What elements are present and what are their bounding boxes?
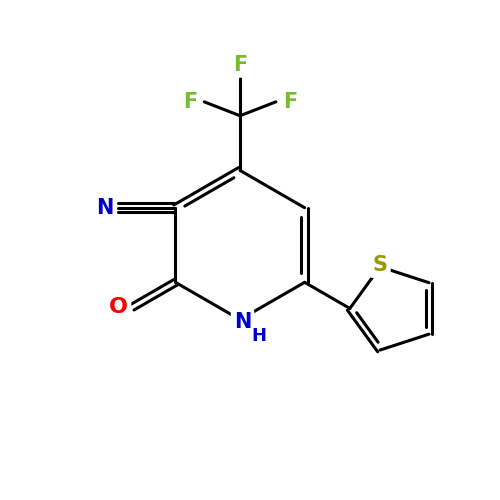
Text: H: H <box>252 326 266 344</box>
Text: N: N <box>96 198 113 218</box>
Text: F: F <box>233 54 247 74</box>
Text: O: O <box>109 297 128 317</box>
Text: F: F <box>183 92 198 112</box>
Text: S: S <box>372 255 388 275</box>
Text: F: F <box>282 92 297 112</box>
Text: N: N <box>234 312 251 332</box>
